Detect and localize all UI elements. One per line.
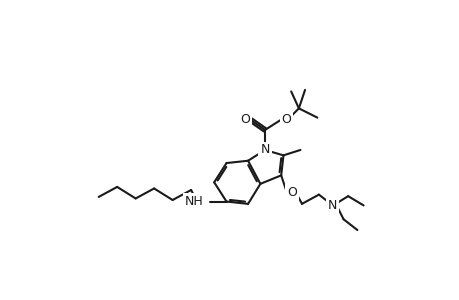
Text: N: N [260,143,269,157]
Text: NH: NH [184,195,203,208]
Text: O: O [240,113,249,126]
Text: O: O [286,186,296,199]
Text: O: O [281,113,291,126]
Text: N: N [327,199,337,212]
